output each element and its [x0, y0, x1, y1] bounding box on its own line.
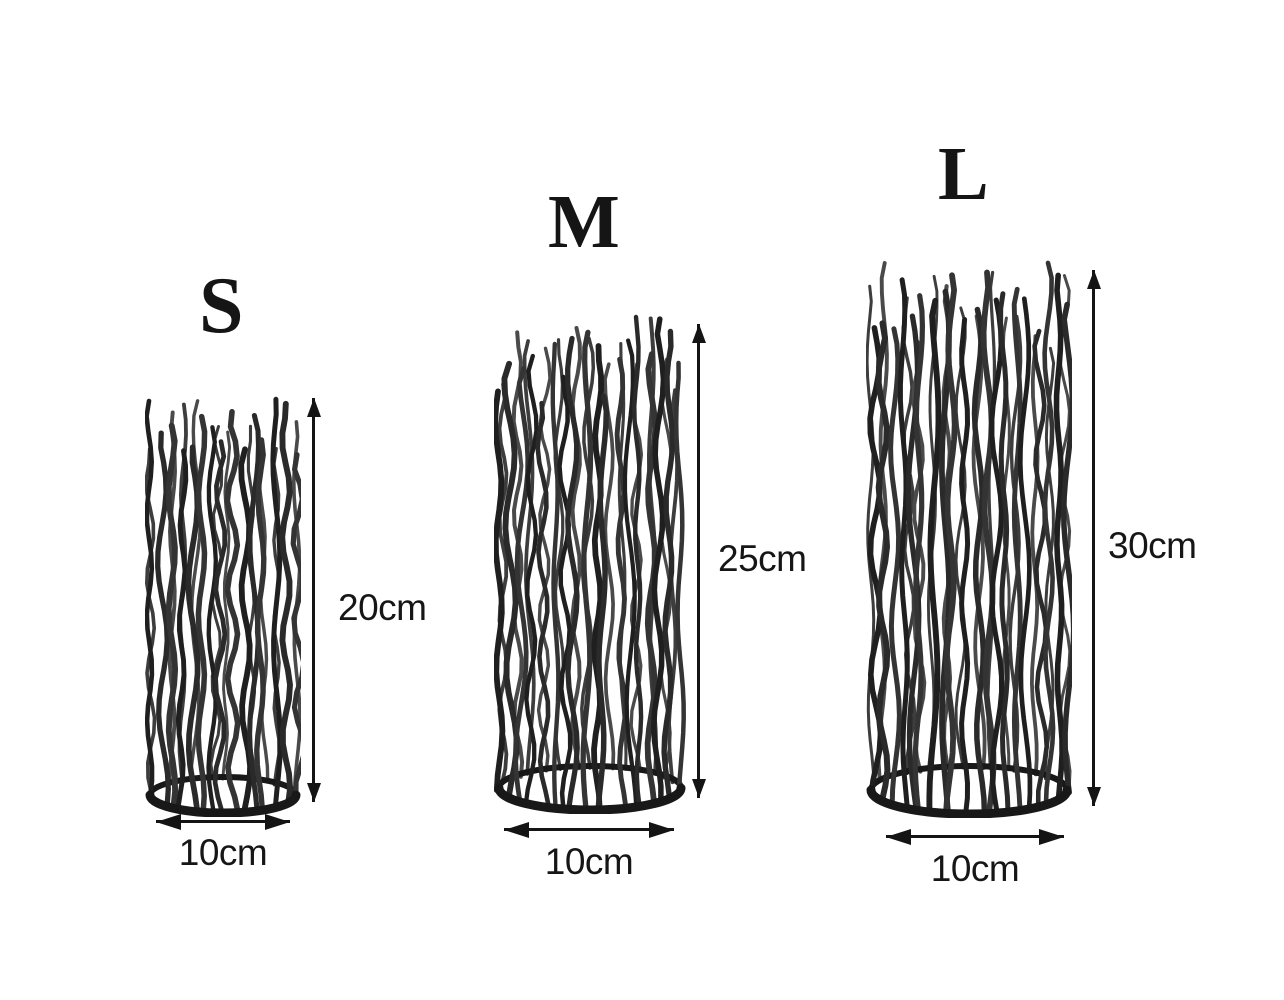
height-measure-arrow-s	[312, 398, 315, 802]
height-value-l: 30cm	[1108, 525, 1197, 566]
width-value-m: 10cm	[544, 841, 634, 882]
size-label-l: L	[938, 132, 989, 216]
height-value-s: 20cm	[338, 587, 427, 628]
wire-candle-holder-l-image	[866, 260, 1072, 818]
height-value-m: 25cm	[718, 538, 807, 579]
width-value-l: 10cm	[930, 848, 1020, 889]
width-value-s: 10cm	[178, 832, 268, 873]
wire-candle-holder-s-image	[145, 396, 301, 817]
wire-candle-holder-m-image	[494, 314, 686, 814]
height-measure-arrow-m	[697, 324, 700, 798]
width-measure-arrow-m	[504, 828, 674, 831]
width-measure-arrow-s	[156, 820, 290, 823]
height-measure-arrow-l	[1092, 270, 1095, 806]
width-measure-arrow-l	[886, 835, 1064, 838]
size-label-s: S	[199, 262, 244, 350]
size-label-m: M	[548, 180, 620, 264]
